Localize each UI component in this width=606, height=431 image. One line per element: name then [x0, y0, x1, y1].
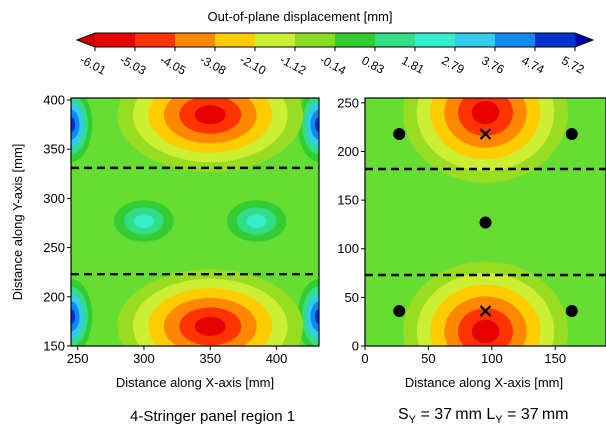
left-plot-frame — [70, 97, 320, 347]
x-tick-label: 350 — [199, 351, 221, 366]
y-tick-label: 150 — [337, 193, 359, 208]
left-heatmap-panel: 250 300 350 400 150 200 250 300 350 400 Distance… — [10, 92, 320, 390]
x-tick-label: 0 — [361, 351, 368, 366]
contour-band — [246, 214, 267, 228]
colorbar-swatch — [335, 33, 376, 47]
colorbar-swatch — [255, 33, 296, 47]
colorbar-tick-label: -5.03 — [118, 52, 149, 77]
x-tick-label: 50 — [421, 351, 435, 366]
colorbar-swatch — [415, 33, 456, 47]
circle-marker — [565, 127, 578, 140]
x-tick-label: 100 — [481, 351, 503, 366]
circle-marker — [479, 216, 492, 229]
colorbar-tick-label: -1.12 — [278, 52, 309, 77]
right-y-tick-labels: 0 50 100 150 200 250 — [337, 95, 365, 354]
y-tick-label: 50 — [345, 290, 359, 305]
y-tick-label: 250 — [337, 95, 359, 110]
colorbar-left-arrow — [77, 33, 95, 47]
colorbar-right-arrow — [575, 33, 593, 47]
colorbar-tick-label: -4.05 — [158, 52, 189, 77]
colorbar-tick-label: -0.14 — [318, 52, 349, 77]
colorbar — [75, 32, 595, 48]
colorbar-tick-label: 1.81 — [399, 53, 426, 76]
circle-marker — [393, 304, 406, 317]
y-tick-label: 350 — [43, 142, 65, 157]
y-tick-label: 150 — [43, 339, 65, 354]
contour-band — [71, 117, 76, 133]
right-x-tick-labels: 0 50 100 150 — [361, 346, 566, 366]
contour-band — [314, 308, 319, 324]
left-dashed-lines — [71, 166, 319, 276]
y-tick-label: 100 — [337, 241, 359, 256]
contour-band — [71, 308, 76, 324]
contour-band — [471, 100, 500, 125]
y-tick-label: 200 — [337, 144, 359, 159]
y-tick-label: 300 — [43, 191, 65, 206]
colorbar-swatch — [215, 33, 256, 47]
right-x-axis-label: Distance along X-axis [mm] — [405, 375, 563, 390]
y-tick-label: 250 — [43, 240, 65, 255]
right-markers — [393, 127, 578, 317]
colorbar-tick-label: -2.10 — [238, 52, 269, 77]
panel-region-caption: 4-Stringer panel region 1 — [130, 408, 296, 425]
contour-band — [471, 319, 500, 344]
colorbar-tick-label: -3.08 — [198, 52, 229, 77]
left-contour-field — [71, 98, 319, 346]
x-tick-label: 300 — [133, 351, 155, 366]
colorbar-tick-label: 4.74 — [519, 53, 546, 76]
colorbar-tick-label: 3.76 — [479, 53, 506, 76]
left-y-axis-label: Distance along Y-axis [mm] — [10, 144, 25, 301]
contour-band — [194, 316, 226, 336]
y-tick-label: 200 — [43, 289, 65, 304]
spacing-caption: SY = 37 mm LY = 37 mm — [398, 406, 569, 427]
colorbar-swatch — [455, 33, 496, 47]
contour-band — [314, 117, 319, 133]
x-tick-label: 150 — [544, 351, 566, 366]
left-x-axis-label: Distance along X-axis [mm] — [116, 375, 274, 390]
colorbar-swatch — [375, 33, 416, 47]
contour-band — [194, 105, 226, 125]
colorbar-swatch — [135, 33, 176, 47]
colorbar-swatch — [175, 33, 216, 47]
circle-marker — [393, 127, 406, 140]
cross-marker — [479, 305, 492, 317]
left-y-tick-labels: 150 200 250 300 350 400 — [43, 92, 71, 354]
y-tick-label: 0 — [352, 339, 359, 354]
right-heatmap-panel: 0 50 100 150 0 50 100 150 200 250 Distance along… — [337, 95, 606, 390]
colorbar-swatch — [535, 33, 576, 47]
colorbar-tick-labels: -6.01 -5.03 -4.05 -3.08 -2.10 -1.12 -0.14 0.83 1… — [78, 47, 587, 78]
colorbar-tick-label: -6.01 — [78, 52, 109, 77]
left-x-tick-labels: 250 300 350 400 — [67, 346, 288, 366]
colorbar-tick-label: 5.72 — [559, 53, 586, 76]
x-tick-label: 400 — [266, 351, 288, 366]
contour-band — [133, 214, 154, 228]
colorbar-swatch — [495, 33, 536, 47]
colorbar-tick-label: 0.83 — [359, 53, 386, 76]
right-plot-frame — [364, 97, 606, 347]
circle-marker — [565, 304, 578, 317]
colorbar-swatch — [295, 33, 336, 47]
x-tick-label: 250 — [67, 351, 89, 366]
cross-marker — [479, 128, 492, 140]
colorbar-swatch — [95, 33, 136, 47]
y-tick-label: 400 — [43, 92, 65, 107]
right-dashed-lines — [365, 167, 606, 277]
colorbar-title: Out-of-plane displacement [mm] — [208, 9, 393, 24]
colorbar-tick-label: 2.79 — [439, 53, 466, 76]
